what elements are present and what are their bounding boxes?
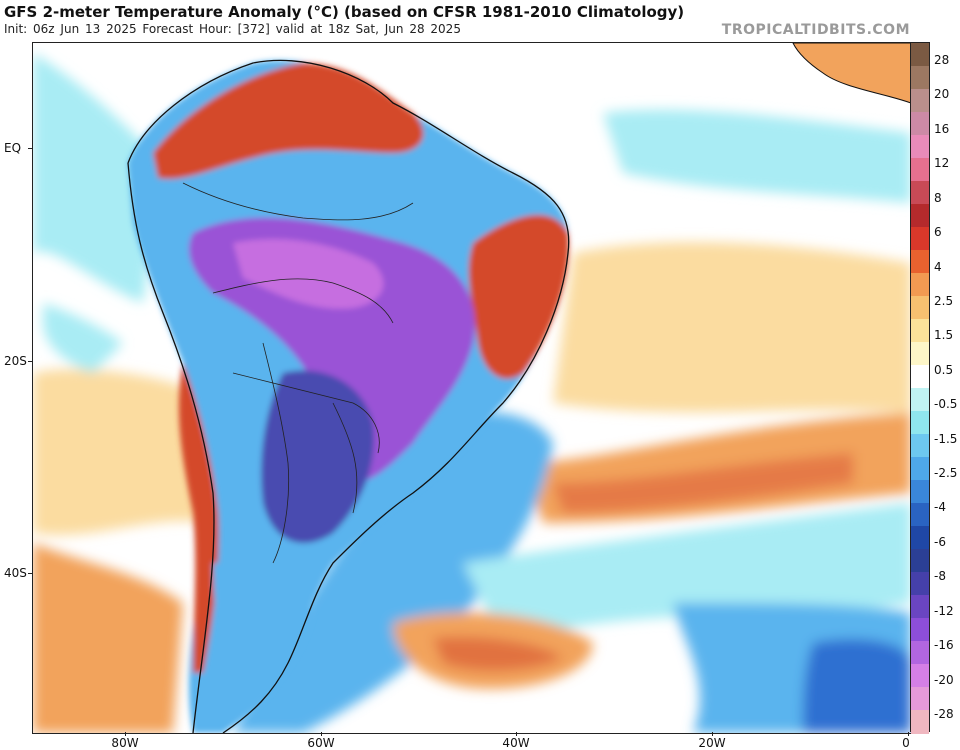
colorbar-segment <box>911 411 929 435</box>
africa-coast <box>792 43 911 104</box>
atlantic-cool-plume <box>233 411 553 733</box>
colorbar-segment <box>911 434 929 458</box>
colorbar <box>910 42 930 734</box>
pacific-mid-cool <box>43 303 123 373</box>
west-coastline <box>127 162 215 733</box>
southern-cone-cold <box>261 370 374 543</box>
lon-label-0: 0 <box>902 736 910 750</box>
colorbar-segment <box>911 641 929 665</box>
colorbar-label: -2.5 <box>934 466 958 481</box>
pacific-south-warm <box>33 543 183 733</box>
colorbar-segment <box>911 43 929 67</box>
colorbar-segment <box>911 181 929 205</box>
lon-label-60w: 60W <box>307 736 335 750</box>
colorbar-segment <box>911 89 929 113</box>
colorbar-segment <box>911 480 929 504</box>
colorbar-label: -4 <box>934 500 946 515</box>
colorbar-label: -1.5 <box>934 431 958 446</box>
colorbar-segment <box>911 273 929 297</box>
ocean-anomalies <box>33 53 911 733</box>
colorbar-segment <box>911 526 929 550</box>
colorbar-label: 12 <box>934 156 950 171</box>
colorbar-label: 1.5 <box>934 328 954 343</box>
colorbar-label: 4 <box>934 259 942 274</box>
lat-tick <box>28 361 32 362</box>
colorbar-label: -0.5 <box>934 397 958 412</box>
colorbar-segment <box>911 572 929 596</box>
colorbar-segment <box>911 296 929 320</box>
lat-label-20s: 20S <box>4 354 27 368</box>
lon-tick <box>516 732 517 736</box>
colorbar-label: 16 <box>934 121 950 136</box>
patagonia-cool <box>213 563 313 723</box>
lon-label-20w: 20W <box>698 736 726 750</box>
map-title: GFS 2-meter Temperature Anomaly (°C) (ba… <box>4 3 685 21</box>
lon-label-80w: 80W <box>111 736 139 750</box>
pacific-warm-region <box>33 369 208 536</box>
colorbar-segment <box>911 250 929 274</box>
north-warm-band <box>153 63 424 179</box>
lat-tick <box>28 573 32 574</box>
colorbar-segment <box>911 388 929 412</box>
colorbar-segment <box>911 618 929 642</box>
lat-tick <box>28 148 32 149</box>
colorbar-segment <box>911 710 929 734</box>
map-canvas <box>33 43 911 733</box>
colorbar-segment <box>911 503 929 527</box>
colorbar-segment <box>911 664 929 688</box>
lon-tick <box>125 732 126 736</box>
anomaly-map[interactable] <box>32 42 912 734</box>
south-atlantic-warm-core <box>433 636 563 671</box>
colorbar-label: 2.5 <box>934 293 954 308</box>
country-borders <box>182 182 414 564</box>
colorbar-label: -20 <box>934 672 954 687</box>
southeast-cold-core <box>803 639 911 733</box>
colorbar-segment <box>911 457 929 481</box>
colorbar-segment <box>911 595 929 619</box>
interior-extreme-cold <box>233 239 384 309</box>
colorbar-label: 6 <box>934 225 942 240</box>
colorbar-segment <box>911 319 929 343</box>
brand-watermark[interactable]: TROPICALTIDBITS.COM <box>721 22 910 38</box>
colorbar-segment <box>911 342 929 366</box>
colorbar-label: -8 <box>934 569 946 584</box>
forecast-info: Init: 06z Jun 13 2025 Forecast Hour: [37… <box>4 22 461 36</box>
colorbar-segment <box>911 687 929 711</box>
lon-tick <box>908 732 909 736</box>
colorbar-label: 8 <box>934 190 942 205</box>
lat-label-eq: EQ <box>4 141 22 155</box>
colorbar-segment <box>911 204 929 228</box>
atlantic-equatorial-warm <box>553 242 911 413</box>
colorbar-label: 0.5 <box>934 362 954 377</box>
colorbar-segment <box>911 112 929 136</box>
continent-anomalies <box>128 60 569 733</box>
lat-label-40s: 40S <box>4 566 27 580</box>
coastline <box>127 59 570 733</box>
colorbar-segment <box>911 365 929 389</box>
lon-label-40w: 40W <box>502 736 530 750</box>
andes-warm-strip <box>178 363 219 673</box>
colorbar-label: -12 <box>934 603 954 618</box>
colorbar-label: 20 <box>934 87 950 102</box>
atlantic-north-cool <box>603 109 911 203</box>
atlantic-warm-core <box>553 453 853 513</box>
pacific-north-cool <box>33 53 163 303</box>
lon-tick <box>321 732 322 736</box>
colorbar-label: -28 <box>934 707 954 721</box>
colorbar-segment <box>911 158 929 182</box>
colorbar-label: -6 <box>934 534 946 549</box>
colorbar-segment <box>911 227 929 251</box>
colorbar-segment <box>911 549 929 573</box>
lon-tick <box>712 732 713 736</box>
colorbar-segment <box>911 66 929 90</box>
colorbar-label: -16 <box>934 638 954 653</box>
colorbar-segment <box>911 135 929 159</box>
colorbar-label: 28 <box>934 53 950 67</box>
